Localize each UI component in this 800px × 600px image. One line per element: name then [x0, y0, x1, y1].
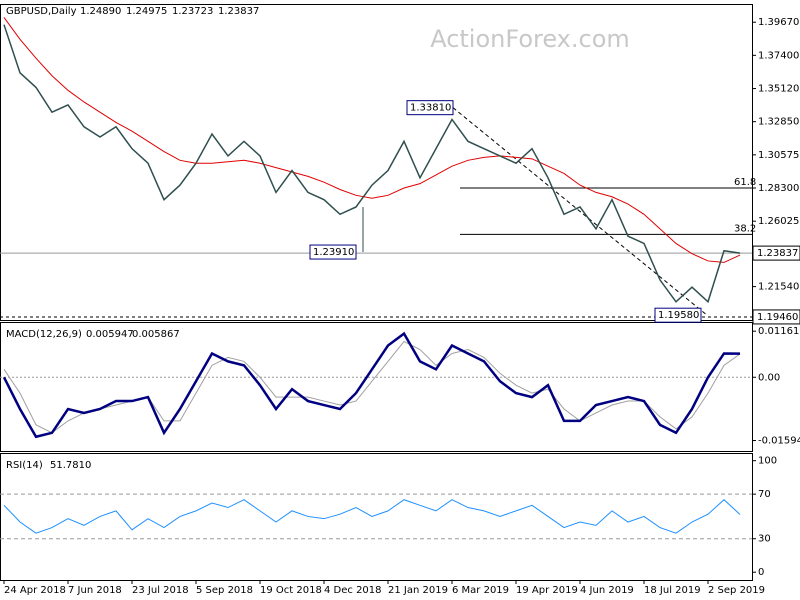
x-tick-label: 2 Sep 2019 — [708, 585, 765, 596]
x-tick-label: 23 Jul 2018 — [132, 585, 189, 596]
rsi-panel — [0, 453, 753, 581]
y-tick-label: 1.30575 — [758, 150, 799, 161]
x-tick-label: 7 Jun 2018 — [68, 585, 122, 596]
x-tick-label: 4 Dec 2018 — [324, 585, 382, 596]
macd-panel — [0, 322, 753, 452]
x-tick-label: 19 Apr 2019 — [516, 585, 578, 596]
y-tick-label: 1.37400 — [758, 50, 799, 61]
y-tick-label: 30 — [758, 534, 771, 545]
ohlc-value: 1.24890 — [80, 6, 121, 17]
series-line — [3, 24, 741, 304]
macd-title: MACD(12,26,9) — [6, 329, 82, 340]
x-tick-label: 4 Jun 2019 — [580, 585, 634, 596]
ohlc-value: 1.23837 — [218, 6, 259, 17]
y-tick-label: 1.39670 — [758, 17, 799, 28]
last-price-box — [752, 245, 800, 261]
x-tick-label: 24 Apr 2018 — [4, 585, 66, 596]
y-tick-label: 100 — [758, 456, 777, 467]
x-tick-label: 21 Jan 2019 — [388, 585, 448, 596]
annotation-box — [406, 100, 454, 116]
series-line — [3, 499, 741, 534]
y-tick-label: 0.00 — [758, 372, 780, 383]
macd-value: 0.005867 — [132, 329, 180, 340]
series-line — [3, 340, 741, 434]
low-label: 1.19460 — [757, 312, 798, 323]
y-tick-label: 0 — [758, 567, 764, 578]
annotation-label: 1.23910 — [313, 247, 354, 258]
annotation-box — [654, 307, 702, 323]
ohlc-value: 1.23723 — [172, 6, 213, 17]
y-tick-label: -0.015949 — [758, 436, 800, 447]
macd-value: 0.005947 — [86, 329, 134, 340]
y-tick-label: 1.35120 — [758, 84, 799, 95]
watermark: ActionForex.com — [430, 25, 630, 53]
series-line — [2, 331, 741, 439]
annotation-label: 1.33810 — [410, 103, 451, 114]
last-price-label: 1.23837 — [757, 248, 798, 259]
annotation-box — [309, 244, 357, 260]
y-tick-label: 70 — [758, 489, 771, 500]
y-tick-label: 1.32850 — [758, 117, 799, 128]
y-tick-label: 0.011619 — [758, 326, 800, 337]
price-panel — [0, 4, 753, 321]
annotation-label: 1.19580 — [658, 310, 699, 321]
x-tick-label: 6 Mar 2019 — [452, 585, 509, 596]
rsi-title: RSI(14) — [6, 460, 43, 471]
x-tick-label: 5 Sep 2018 — [196, 585, 253, 596]
rsi-value: 51.7810 — [50, 460, 91, 471]
series-line — [3, 17, 741, 263]
fib-label: 61.8 — [734, 177, 756, 188]
trend-line — [452, 107, 708, 316]
y-tick-label: 1.28300 — [758, 183, 799, 194]
x-tick-label: 19 Oct 2018 — [260, 585, 322, 596]
ohlc-value: 1.24975 — [126, 6, 167, 17]
y-tick-label: 1.21540 — [758, 282, 799, 293]
x-tick-label: 18 Jul 2019 — [644, 585, 701, 596]
y-tick-label: 1.26025 — [758, 216, 799, 227]
fib-label: 38.2 — [734, 223, 756, 234]
low-box — [752, 309, 800, 325]
chart-title: GBPUSD,Daily — [6, 6, 77, 17]
